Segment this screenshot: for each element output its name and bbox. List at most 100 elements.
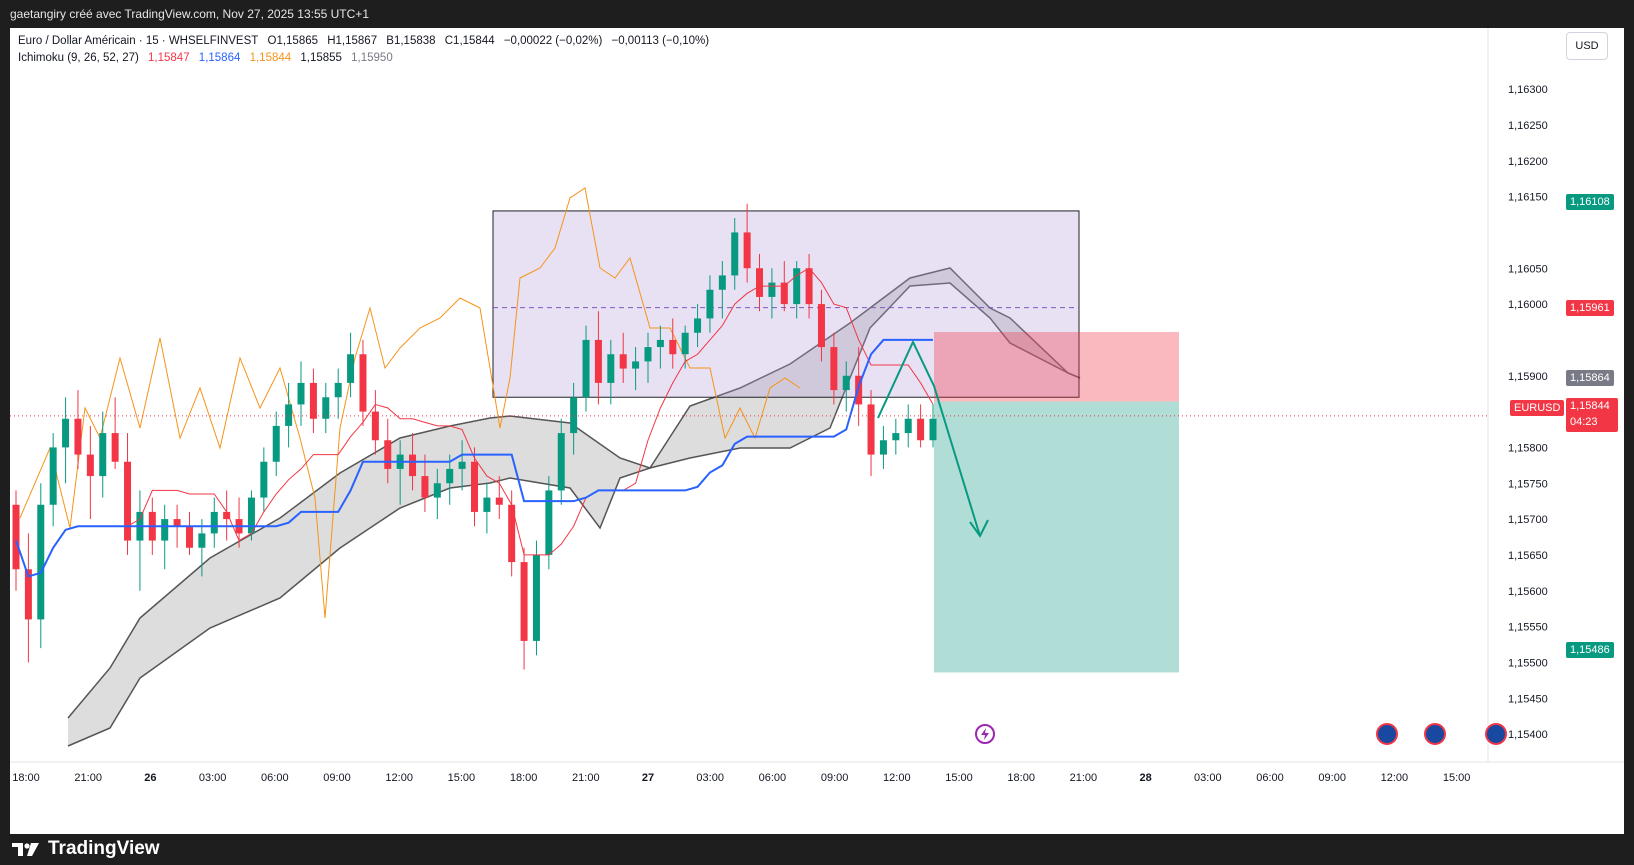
time-axis-label: 15:00 (448, 772, 476, 784)
price-axis-label: 1,15800 (1508, 442, 1548, 454)
candle-body (706, 289, 714, 319)
time-axis-label: 06:00 (261, 772, 289, 784)
candle-body (12, 504, 20, 570)
candle-body (458, 461, 466, 469)
time-axis-label: 21:00 (1070, 772, 1098, 784)
candle-body (334, 382, 342, 398)
candle-body (743, 232, 751, 269)
candle-body (285, 404, 293, 426)
chikou-span-line (19, 187, 801, 619)
candle-body (756, 268, 764, 297)
time-axis-label: 18:00 (510, 772, 538, 784)
candle-body (24, 569, 32, 620)
candle-body (210, 511, 218, 534)
event-flag-eu-icon-2[interactable] (1424, 723, 1446, 745)
candle-body (557, 433, 565, 491)
candle-body (867, 404, 875, 455)
price-axis-label: 1,15450 (1508, 693, 1548, 705)
close-value: C1,15844 (444, 35, 495, 47)
symbol-price-tag: EURUSD (1510, 400, 1565, 416)
candle-body (446, 468, 454, 484)
time-axis-label: 18:00 (12, 772, 40, 784)
branding-bar: TradingView (0, 834, 1634, 865)
candle-body (62, 418, 70, 448)
kijun-price-tag: 1,15864 (1566, 370, 1614, 386)
kijun-sen-line (15, 338, 933, 578)
open-value: O1,15865 (267, 35, 319, 47)
time-axis-label: 03:00 (696, 772, 724, 784)
candle-body (508, 504, 516, 563)
projection-path (877, 339, 981, 537)
chart-canvas[interactable]: 1,16300 1,16250 1,16200 1,16150 1,16050 1,160… (10, 28, 1624, 834)
candle-body (173, 519, 181, 527)
candle-body (309, 382, 317, 419)
candle-body (471, 461, 478, 512)
time-axis-label: 12:00 (883, 772, 911, 784)
candle-body (681, 332, 689, 355)
current-price-tag: 1,15844 04:23 (1566, 398, 1618, 432)
price-axis-label: 1,15600 (1508, 586, 1548, 598)
candle-body (297, 382, 305, 405)
time-axis-label: 21:00 (74, 772, 102, 784)
senkou-span-a-line (67, 267, 1081, 719)
stop-loss-zone (934, 332, 1179, 402)
candle-body (619, 354, 627, 369)
symbol-title[interactable]: Euro / Dollar Américain · 15 · WHSELFINV… (18, 35, 259, 47)
time-axis-label: 09:00 (323, 772, 351, 784)
time-axis-label: 26 (144, 772, 156, 784)
candle-body (99, 433, 107, 477)
projection-arrowhead (969, 519, 989, 538)
tradingview-logo[interactable]: TradingView (12, 838, 160, 860)
tradingview-logo-icon (12, 843, 39, 856)
candle-body (347, 354, 355, 383)
time-axis-label: 27 (642, 772, 654, 784)
candle-body (904, 418, 912, 434)
take-profit-zone (934, 401, 1179, 673)
candle-body (879, 440, 887, 455)
candle-body (483, 497, 491, 512)
event-flag-eu-icon-3[interactable] (1485, 723, 1507, 745)
candle-body (917, 418, 925, 441)
candle-body (830, 347, 838, 391)
candle-body (371, 411, 379, 441)
candle-body (842, 375, 850, 391)
span-b-value: 1,15950 (351, 52, 393, 64)
price-axis-label: 1,16300 (1508, 84, 1548, 96)
low-value: B1,15838 (386, 35, 436, 47)
candle-body (124, 461, 132, 541)
candle-body (694, 318, 702, 333)
tenkan-sen-line (15, 267, 934, 578)
indicator-title[interactable]: Ichimoku (9, 26, 52, 27) (18, 52, 139, 64)
time-axis-label: 03:00 (1194, 772, 1222, 784)
time-axis-label: 09:00 (1318, 772, 1346, 784)
candle-body (520, 562, 528, 641)
candle-body (49, 447, 57, 505)
candle-body (817, 304, 825, 348)
candle-body (111, 433, 119, 462)
time-axis-label: 09:00 (821, 772, 849, 784)
price-axis-label: 1,15500 (1508, 657, 1548, 669)
event-lightning-icon[interactable] (975, 724, 995, 744)
symbol-legend: Euro / Dollar Américain · 15 · WHSELFINV… (18, 35, 715, 47)
candle-body (185, 526, 193, 548)
candle-body (223, 511, 231, 520)
price-axis-label: 1,15750 (1508, 478, 1548, 490)
candle-body (74, 418, 82, 455)
bar-countdown: 04:23 (1570, 416, 1598, 428)
current-price: 1,15844 (1570, 400, 1610, 412)
candle-body (632, 361, 640, 369)
chart-frame[interactable]: 1,16300 1,16250 1,16200 1,16150 1,16050 1,160… (10, 28, 1624, 834)
price-axis-label: 1,16050 (1508, 263, 1548, 275)
candle-body (545, 490, 553, 555)
high-value: H1,15867 (327, 35, 378, 47)
change-value: −0,00022 (−0,02%) (503, 35, 603, 47)
candle-body (780, 282, 788, 305)
price-axis-label: 1,16000 (1508, 299, 1548, 311)
span-a-value: 1,15855 (300, 52, 342, 64)
currency-selector[interactable]: USD (1566, 32, 1608, 60)
tenkan-value: 1,15847 (148, 52, 190, 64)
candle-body (570, 397, 578, 434)
event-flag-eu-icon-1[interactable] (1376, 723, 1398, 745)
candle-body (495, 497, 503, 505)
candle-body (656, 339, 664, 348)
